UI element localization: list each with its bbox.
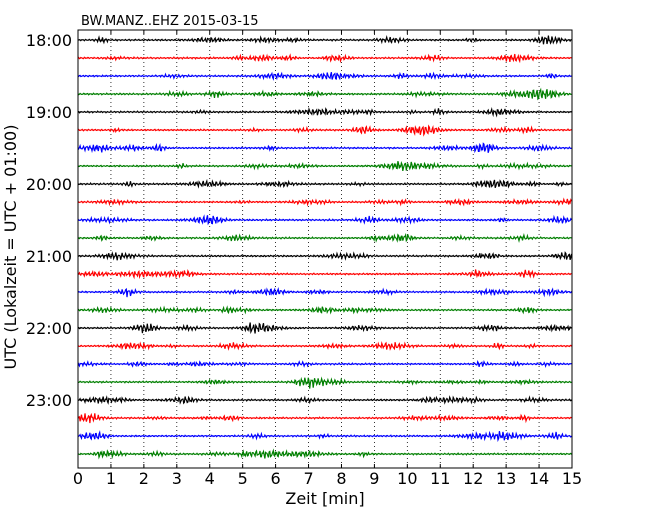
seismogram-traces — [77, 34, 573, 460]
seismogram-trace — [77, 71, 572, 81]
seismogram-trace — [77, 376, 572, 389]
seismogram-trace — [77, 305, 572, 315]
seismogram-trace — [77, 232, 572, 243]
x-tick-label: 0 — [73, 469, 83, 488]
y-tick-label: 22:00 — [26, 319, 72, 338]
x-tick-label: 12 — [463, 469, 483, 488]
y-tick-label: 20:00 — [26, 175, 72, 194]
x-axis-ticks: 0 1 2 3 4 5 6 7 8 9 10 11 12 13 14 15 — [73, 30, 582, 488]
seismogram-trace — [77, 430, 572, 443]
seismogram-trace — [77, 412, 572, 424]
x-tick-label: 4 — [205, 469, 215, 488]
seismogram-trace — [77, 160, 572, 172]
seismogram-trace — [77, 124, 572, 137]
seismogram-trace — [77, 448, 572, 460]
x-tick-label: 15 — [562, 469, 582, 488]
seismogram-trace — [77, 287, 573, 298]
seismogram-trace — [77, 53, 572, 64]
x-tick-label: 3 — [172, 469, 182, 488]
seismogram-trace — [77, 197, 573, 207]
x-axis-label: Zeit [min] — [285, 489, 364, 508]
y-tick-label: 23:00 — [26, 391, 72, 410]
y-axis-ticks: 18:00 19:00 20:00 21:00 22:00 23:00 — [26, 31, 572, 410]
seismogram-trace — [77, 395, 572, 405]
x-tick-label: 10 — [397, 469, 417, 488]
seismogram-trace — [77, 269, 572, 280]
x-tick-label: 11 — [430, 469, 450, 488]
seismogram-trace — [77, 178, 573, 189]
seismogram-trace — [77, 87, 572, 101]
chart-title: BW.MANZ..EHZ 2015-03-15 — [81, 14, 259, 29]
seismogram-trace — [77, 106, 572, 118]
seismogram-trace — [77, 359, 572, 368]
x-tick-label: 8 — [336, 469, 346, 488]
x-tick-label: 9 — [369, 469, 379, 488]
y-tick-label: 19:00 — [26, 103, 72, 122]
plot-frame — [77, 29, 573, 469]
seismogram-trace — [77, 340, 572, 351]
seismogram-trace — [77, 214, 573, 226]
seismogram-trace — [77, 251, 573, 261]
x-tick-label: 13 — [496, 469, 516, 488]
x-tick-label: 1 — [106, 469, 116, 488]
seismogram-trace — [77, 142, 572, 154]
seismogram-trace — [77, 322, 572, 335]
y-axis-label: UTC (Lokalzeit = UTC + 01:00) — [1, 125, 20, 370]
y-tick-label: 18:00 — [26, 31, 72, 50]
x-tick-label: 14 — [529, 469, 549, 488]
x-tick-label: 2 — [139, 469, 149, 488]
seismogram-trace — [77, 34, 572, 45]
y-tick-label: 21:00 — [26, 247, 72, 266]
x-tick-label: 6 — [271, 469, 281, 488]
x-tick-label: 7 — [303, 469, 313, 488]
x-tick-label: 5 — [238, 469, 248, 488]
